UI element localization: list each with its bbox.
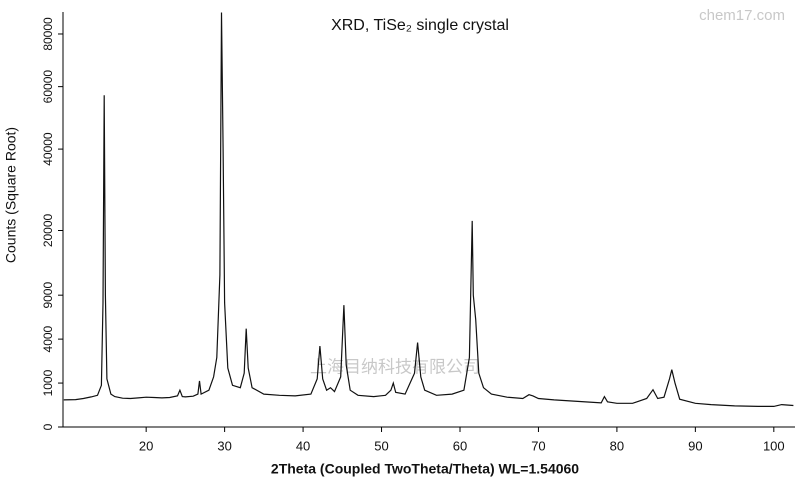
y-tick-label: 60000 xyxy=(41,70,55,104)
y-tick-label: 20000 xyxy=(41,213,55,247)
x-tick-label: 30 xyxy=(217,438,231,453)
x-tick-label: 20 xyxy=(139,438,153,453)
y-tick-label: 40000 xyxy=(41,132,55,166)
data-line xyxy=(63,12,794,407)
y-tick-label: 0 xyxy=(41,423,55,430)
watermark: 上海目纳科技有限公司 xyxy=(310,357,480,376)
x-tick-label: 90 xyxy=(688,438,702,453)
x-tick-label: 50 xyxy=(374,438,388,453)
x-tick-label: 60 xyxy=(453,438,467,453)
y-tick-label: 1000 xyxy=(41,369,55,396)
x-tick-label: 80 xyxy=(610,438,624,453)
x-tick-label: 70 xyxy=(531,438,545,453)
y-tick-label: 80000 xyxy=(41,17,55,51)
y-tick-label: 4000 xyxy=(41,325,55,352)
x-axis-label: 2Theta (Coupled TwoTheta/Theta) WL=1.540… xyxy=(271,461,579,477)
x-tick-label: 40 xyxy=(296,438,310,453)
watermark: chem17.com xyxy=(699,7,785,24)
chart-title: XRD, TiSe₂ single crystal xyxy=(331,17,509,34)
y-axis-label: Counts (Square Root) xyxy=(3,127,19,263)
y-tick-label: 9000 xyxy=(41,282,55,309)
x-tick-label: 100 xyxy=(763,438,785,453)
